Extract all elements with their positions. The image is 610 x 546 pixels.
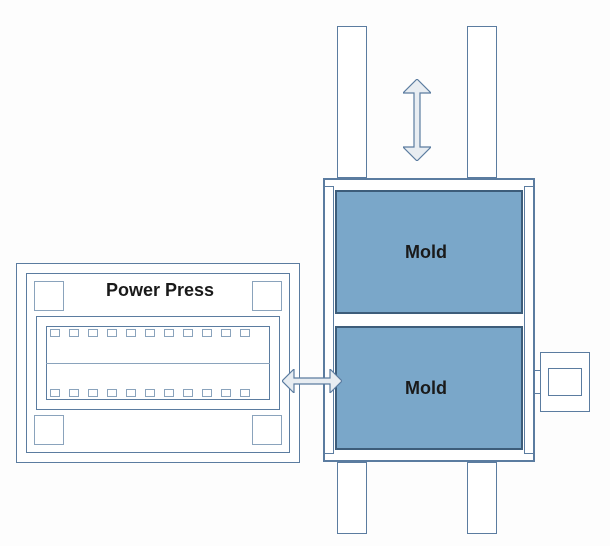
press-tick bbox=[50, 389, 60, 397]
press-tick bbox=[126, 389, 136, 397]
press-tick bbox=[164, 389, 174, 397]
press-tick bbox=[69, 389, 79, 397]
side-box-inner bbox=[548, 368, 582, 396]
press-tick bbox=[126, 329, 136, 337]
press-tick bbox=[88, 389, 98, 397]
press-tick bbox=[88, 329, 98, 337]
press-midline bbox=[46, 363, 270, 364]
rail-top bbox=[467, 26, 497, 178]
power-press-label: Power Press bbox=[70, 280, 250, 301]
press-tick bbox=[202, 329, 212, 337]
press-tick bbox=[145, 389, 155, 397]
mold: Mold bbox=[335, 326, 523, 450]
press-tick bbox=[202, 389, 212, 397]
rail-bottom bbox=[337, 462, 367, 534]
press-tick bbox=[164, 329, 174, 337]
rail-bottom bbox=[467, 462, 497, 534]
press-tick bbox=[145, 329, 155, 337]
press-corner bbox=[34, 281, 64, 311]
tick-row bbox=[50, 329, 274, 337]
mold-label: Mold bbox=[405, 242, 447, 263]
press-corner bbox=[252, 281, 282, 311]
vertical-arrow-icon bbox=[403, 79, 431, 161]
press-tick bbox=[221, 389, 231, 397]
press-tick bbox=[221, 329, 231, 337]
mold-side-rail bbox=[324, 186, 334, 454]
press-corner bbox=[252, 415, 282, 445]
press-tick bbox=[50, 329, 60, 337]
mold: Mold bbox=[335, 190, 523, 314]
press-corner bbox=[34, 415, 64, 445]
rail-top bbox=[337, 26, 367, 178]
mold-side-rail bbox=[524, 186, 534, 454]
press-tick bbox=[69, 329, 79, 337]
press-tick bbox=[107, 329, 117, 337]
mold-label: Mold bbox=[405, 378, 447, 399]
tick-row bbox=[50, 389, 274, 397]
press-tick bbox=[107, 389, 117, 397]
horizontal-arrow-icon bbox=[282, 369, 342, 393]
press-tick bbox=[240, 389, 250, 397]
press-tick bbox=[183, 389, 193, 397]
press-tick bbox=[183, 329, 193, 337]
press-tick bbox=[240, 329, 250, 337]
